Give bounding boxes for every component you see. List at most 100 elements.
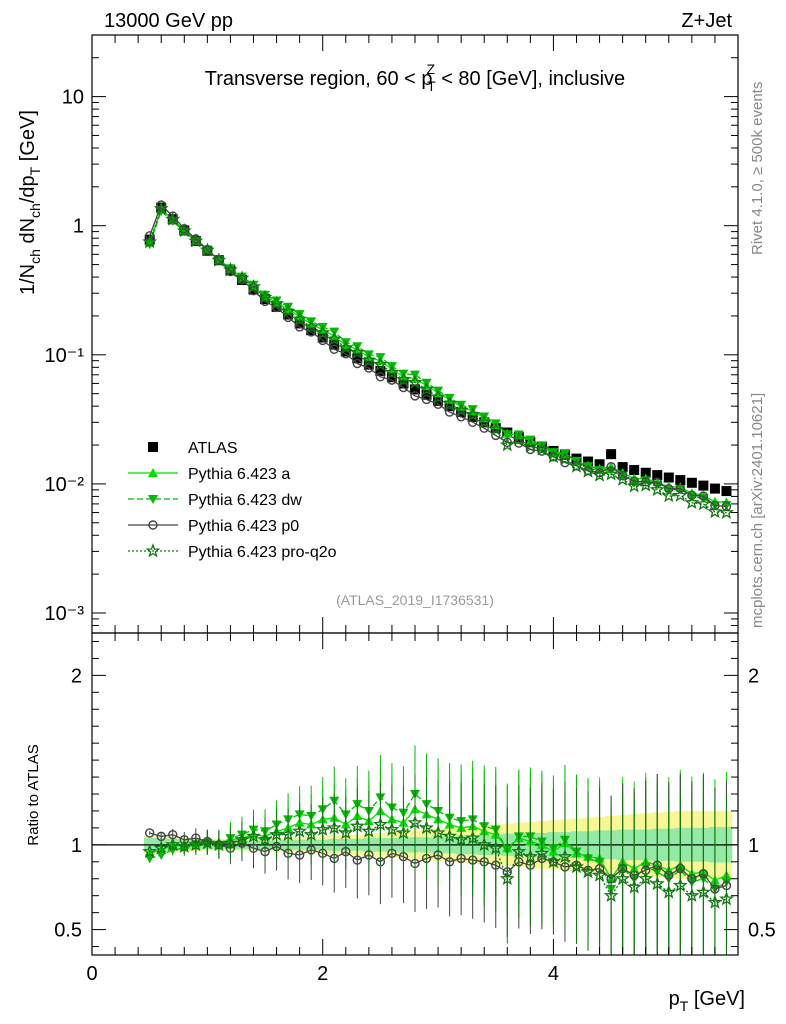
atlas-point: [617, 462, 628, 473]
series-dw-point: [248, 280, 259, 290]
series-proq2o-point: [499, 437, 515, 452]
series-proq2o-point: [361, 352, 377, 367]
series-proq2o-point: [638, 870, 654, 886]
series-proq2o-point: [396, 825, 411, 840]
series-p0-main: [144, 200, 732, 512]
series-proq2o-point: [511, 843, 527, 859]
series-p0-point: [514, 438, 524, 448]
series-p0-point: [652, 477, 662, 487]
series-proq2o-point: [176, 223, 192, 238]
series-dw-point: [271, 296, 282, 306]
y-axis-label: 1/Nch dNch/dpT [GeV]: [17, 110, 43, 295]
series-proq2o-point: [488, 421, 504, 436]
series-proq2o-point: [234, 831, 250, 847]
series-proq2o-point: [384, 821, 400, 836]
series-a-main: [144, 204, 732, 507]
series-proq2o-point: [661, 488, 677, 503]
series-proq2o-point: [222, 835, 238, 850]
series-proq2o-ratio: [142, 774, 734, 955]
series-proq2o-point: [442, 828, 458, 843]
series-proq2o-point: [672, 487, 688, 502]
series-proq2o-point: [188, 233, 204, 248]
main-panel: 10⁻³ 10⁻² 10⁻¹ 1 10 Transverse region, 60 < …: [17, 34, 739, 634]
series-p0-point: [148, 520, 158, 530]
series-proq2o-point: [246, 828, 261, 843]
ratio-tick-label: 1: [71, 835, 82, 857]
ratio-tick-label: 2: [71, 665, 82, 687]
x-tick-label: 4: [548, 963, 559, 985]
series-p0-point: [225, 266, 236, 277]
series-proq2o-point: [153, 200, 169, 216]
series-proq2o-point: [615, 870, 631, 886]
series-p0-point: [156, 200, 166, 210]
series-p0-point: [710, 500, 720, 511]
series-proq2o-point: [315, 821, 331, 836]
legend-item-a: Pythia 6.423 a: [128, 466, 290, 483]
series-proq2o-point: [603, 466, 619, 481]
series-proq2o-point: [557, 451, 573, 466]
series-p0-point: [444, 407, 455, 417]
series-proq2o-point: [592, 467, 608, 482]
series-proq2o-point: [684, 494, 700, 510]
series-proq2o-point: [649, 875, 665, 891]
series-proq2o-point: [407, 374, 423, 389]
series-p0-point: [144, 828, 155, 838]
y-tick-label: 10⁻¹: [45, 345, 85, 367]
series-proq2o-point: [638, 477, 654, 492]
series-p0-point: [629, 476, 639, 486]
atlas-point: [663, 472, 674, 483]
ratio-axis-label: Ratio to ATLAS: [25, 744, 42, 845]
series-proq2o-point: [292, 311, 308, 326]
x-axis-label: pT [GeV]: [669, 988, 745, 1014]
series-proq2o-point: [603, 887, 619, 902]
y-tick-label: 10⁻³: [45, 603, 85, 625]
series-a-point: [148, 468, 158, 477]
atlas-point: [675, 475, 686, 486]
ratio-panel: 0.5 0.5 1 1 2 2 Ratio to ATLAS: [25, 632, 776, 956]
ratio-tick-label-right: 1: [748, 835, 759, 857]
atlas-point: [686, 477, 697, 488]
atlas-point: [606, 449, 617, 460]
series-dw-point: [156, 851, 167, 861]
series-proq2o-point: [407, 814, 423, 830]
series-dw-line: [149, 209, 727, 507]
series-proq2o-point: [165, 211, 181, 226]
x-tick-label: 2: [317, 963, 328, 985]
series-proq2o-point: [465, 406, 481, 422]
series-proq2o-point: [580, 864, 596, 879]
atlas-point: [340, 346, 351, 357]
series-proq2o-point: [257, 831, 273, 847]
y-tick-label: 10⁻²: [45, 474, 85, 496]
series-proq2o-point: [234, 270, 250, 285]
ratio-tick-label: 0.5: [54, 920, 82, 942]
series-proq2o-main: [142, 200, 734, 519]
series-proq2o-point: [430, 825, 446, 840]
series-proq2o-point: [430, 389, 446, 404]
series-proq2o-point: [269, 826, 285, 841]
series-dw-point: [260, 290, 271, 300]
series-proq2o-point: [188, 836, 204, 852]
legend-label: Pythia 6.423 p0: [188, 518, 299, 535]
series-proq2o-point: [315, 324, 331, 340]
series-p0-point: [364, 363, 374, 373]
series-p0-point: [144, 231, 155, 241]
series-proq2o-point: [280, 826, 296, 841]
series-proq2o-point: [303, 826, 319, 841]
x-tick-label: 0: [86, 963, 97, 985]
series-proq2o-point: [211, 252, 227, 267]
series-p0-line: [149, 203, 727, 508]
series-proq2o-point: [349, 818, 365, 833]
series-dw-point: [148, 495, 158, 504]
series-proq2o-point: [453, 831, 469, 847]
plot-title: Transverse region, 60 < pZ T < 80 [GeV], …: [205, 61, 625, 94]
series-proq2o-point: [661, 884, 677, 899]
series-proq2o-point: [153, 840, 169, 855]
series-proq2o-point: [476, 414, 492, 429]
series-proq2o-point: [453, 402, 469, 417]
series-proq2o-point: [361, 823, 377, 838]
series-p0-point: [467, 417, 478, 427]
series-proq2o-point: [707, 504, 723, 519]
series-proq2o-point: [142, 234, 158, 249]
series-proq2o-point: [419, 381, 434, 396]
atlas-point: [317, 332, 328, 343]
